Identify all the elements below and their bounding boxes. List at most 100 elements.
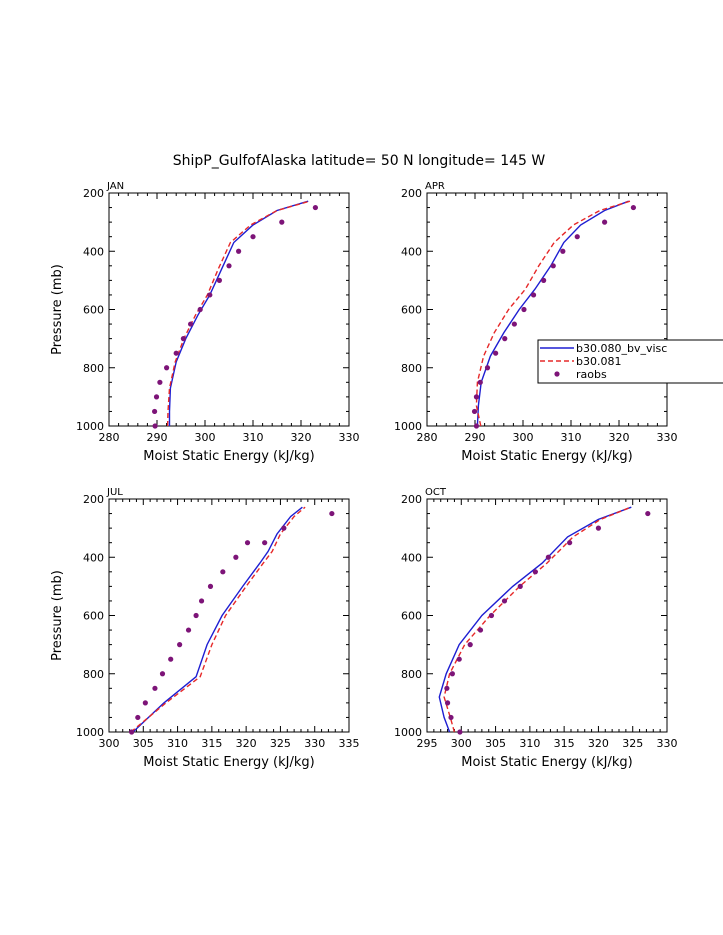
y-tick-label: 600 <box>401 610 422 623</box>
panel-label: APR <box>425 181 445 192</box>
y-tick-label: 400 <box>401 245 422 258</box>
y-tick-label: 800 <box>401 362 422 375</box>
raobs-point <box>129 729 135 735</box>
raobs-point <box>545 554 551 560</box>
raobs-point <box>444 700 451 706</box>
x-axis-label: Moist Static Energy (kJ/kg) <box>143 755 314 770</box>
x-tick-label: 300 <box>513 431 534 444</box>
x-tick-label: 320 <box>291 431 312 444</box>
y-tick-label: 800 <box>401 668 422 681</box>
x-axis-label: Moist Static Energy (kJ/kg) <box>461 755 632 770</box>
raobs-point <box>602 219 608 225</box>
y-axis-label: Pressure (mb) <box>50 570 65 661</box>
y-tick-label: 400 <box>401 551 422 564</box>
plot-frame <box>426 192 668 427</box>
y-tick-label: 1000 <box>394 726 422 739</box>
raobs-point <box>233 554 239 560</box>
panels: JAN 280 290 300 310 320 330 200 400 600 800 1000 Moi… <box>50 181 723 770</box>
raobs-point <box>444 685 450 691</box>
raobs-point <box>449 671 455 677</box>
raobs-point <box>216 277 222 283</box>
x-tick-label: 300 <box>195 431 216 444</box>
raobs-point <box>493 350 499 356</box>
x-tick-label: 325 <box>622 737 643 750</box>
raobs-point <box>448 714 454 721</box>
raobs-point <box>226 263 232 269</box>
series-line-b30-081 <box>443 506 631 733</box>
raobs-point <box>207 292 213 298</box>
raobs-point <box>142 700 148 706</box>
legend-label: b30.081 <box>576 355 621 368</box>
chart-panel-apr: APR 280 290 300 310 320 330 200 400 600 800 1000 Moi… <box>394 181 678 464</box>
x-tick-label: 315 <box>201 737 222 750</box>
series-line-b30-081 <box>166 200 310 427</box>
legend-swatch-raobs <box>554 371 560 377</box>
x-tick-label: 330 <box>304 737 325 750</box>
x-axis-label: Moist Static Energy (kJ/kg) <box>461 449 632 464</box>
series-line-b30-080-bv-visc <box>132 506 303 733</box>
plot-frame <box>108 498 350 733</box>
x-tick-label: 320 <box>588 737 609 750</box>
raobs-point <box>560 248 566 254</box>
raobs-point <box>262 540 268 546</box>
raobs-point <box>467 642 473 648</box>
raobs-point <box>473 394 480 400</box>
raobs-point <box>153 394 160 400</box>
y-tick-label: 1000 <box>394 420 422 433</box>
y-axis-label: Pressure (mb) <box>50 264 65 355</box>
raobs-point <box>152 685 158 691</box>
raobs-point <box>157 379 163 385</box>
y-tick-label: 200 <box>401 187 422 200</box>
raobs-point <box>329 510 335 517</box>
raobs-point <box>279 219 285 225</box>
raobs-point <box>152 423 158 429</box>
raobs-point <box>180 336 186 342</box>
raobs-point <box>135 714 141 721</box>
raobs-point <box>473 423 480 429</box>
raobs-point <box>488 612 495 619</box>
plot-frame <box>426 498 668 733</box>
series-line-b30-081 <box>475 200 631 427</box>
raobs-point <box>193 612 199 619</box>
x-tick-label: 315 <box>554 737 575 750</box>
y-tick-label: 600 <box>401 304 422 317</box>
raobs-point <box>595 525 602 531</box>
raobs-point <box>185 627 192 633</box>
raobs-point <box>177 642 183 648</box>
raobs-point <box>250 234 256 240</box>
raobs-point <box>198 598 205 604</box>
raobs-point <box>630 204 637 211</box>
y-tick-label: 200 <box>83 187 104 200</box>
panel-label: JUL <box>106 487 123 498</box>
x-tick-label: 335 <box>339 737 360 750</box>
series-line-b30-080-bv-visc <box>168 200 309 426</box>
x-tick-label: 310 <box>561 431 582 444</box>
raobs-point <box>517 583 523 589</box>
raobs-point <box>197 306 203 313</box>
raobs-point <box>501 598 508 604</box>
y-tick-label: 200 <box>83 493 104 506</box>
raobs-point <box>530 292 537 298</box>
figure-title: ShipP_GulfofAlaska latitude= 50 N longit… <box>173 153 546 169</box>
raobs-point <box>236 248 242 254</box>
panel-label: OCT <box>425 487 447 498</box>
raobs-point <box>532 569 538 575</box>
x-tick-label: 325 <box>270 737 291 750</box>
x-tick-label: 300 <box>99 737 120 750</box>
y-tick-label: 400 <box>83 245 104 258</box>
raobs-point <box>281 525 287 531</box>
plot-frame <box>108 192 350 427</box>
x-tick-label: 290 <box>465 431 486 444</box>
raobs-point <box>645 510 651 517</box>
series-line-b30-080-bv-visc <box>476 200 629 427</box>
raobs-point <box>312 204 318 211</box>
y-tick-label: 600 <box>83 304 104 317</box>
raobs-point <box>471 408 478 415</box>
raobs-point <box>168 656 174 662</box>
x-tick-label: 295 <box>417 737 438 750</box>
y-tick-label: 1000 <box>76 726 104 739</box>
raobs-point <box>220 569 226 575</box>
raobs-point <box>159 671 166 677</box>
x-tick-label: 280 <box>417 431 438 444</box>
series-line-b30-081 <box>130 506 306 733</box>
